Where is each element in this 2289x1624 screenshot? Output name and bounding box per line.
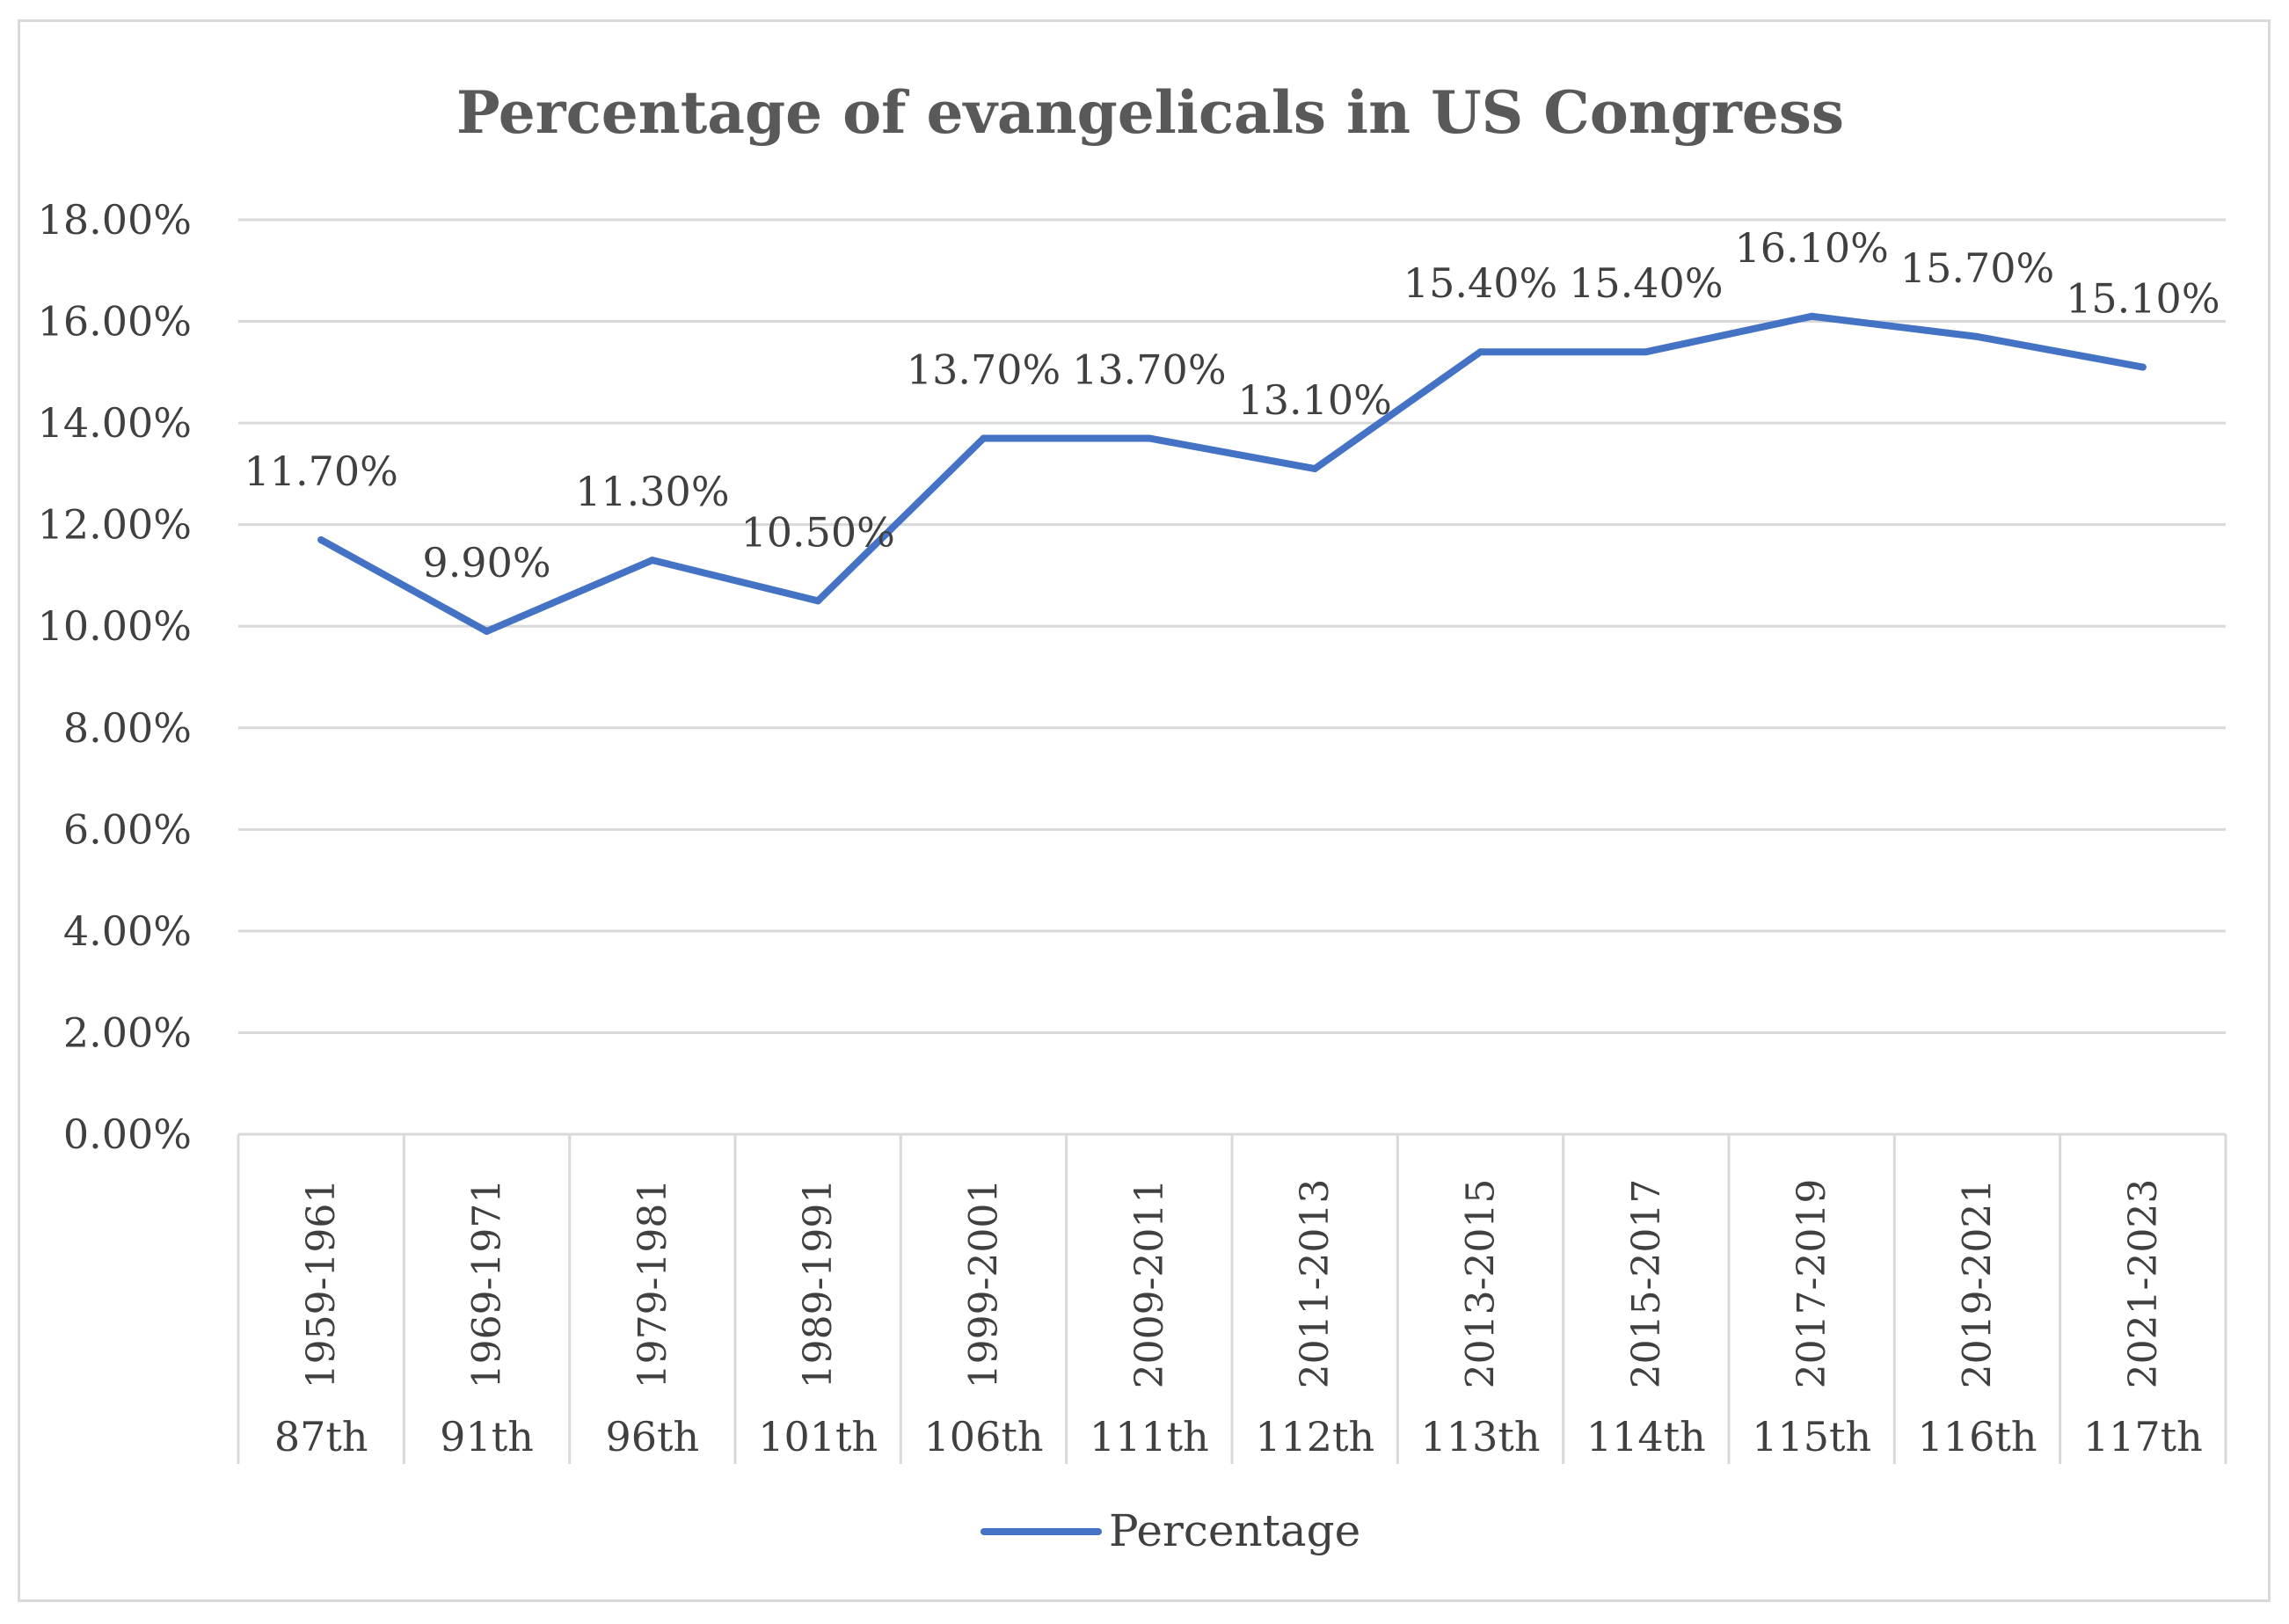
data-label: 11.70% — [244, 448, 397, 495]
x-tick-label-congress: 91th — [440, 1413, 534, 1460]
data-label: 15.10% — [2066, 275, 2220, 323]
x-tick-label-years: 1969-1971 — [465, 1179, 510, 1389]
x-axis: 1959-1961 87th 1969-1971 91th 1979-1981 96th 1… — [237, 1134, 2227, 1464]
y-tick-label: 2.00% — [63, 1009, 192, 1056]
y-tick-label: 4.00% — [63, 907, 192, 955]
x-tick-label-congress: 117th — [2083, 1413, 2203, 1460]
y-tick-label: 0.00% — [63, 1111, 192, 1158]
series-line-percentage — [317, 312, 2147, 635]
y-tick-label: 6.00% — [63, 805, 192, 853]
x-tick-label-congress: 116th — [1918, 1413, 2038, 1460]
line-chart: Percentage of evangelicals in US Congres… — [38, 78, 2227, 1556]
data-point — [814, 597, 822, 605]
data-label: 15.40% — [1403, 259, 1557, 307]
x-tick-label-years: 2017-2019 — [1790, 1179, 1834, 1389]
data-label: 9.90% — [422, 539, 550, 586]
y-tick-label: 16.00% — [38, 298, 192, 346]
x-tick-label-congress: 101th — [758, 1413, 878, 1460]
legend-label: Percentage — [1109, 1505, 1360, 1556]
y-tick-label: 8.00% — [63, 704, 192, 752]
data-point — [483, 628, 491, 635]
x-tick-label-years: 2013-2015 — [1459, 1179, 1504, 1389]
y-tick-label: 12.00% — [38, 501, 192, 549]
chart-title: Percentage of evangelicals in US Congres… — [456, 78, 1844, 147]
x-tick-label-congress: 111th — [1090, 1413, 1209, 1460]
gridlines — [238, 218, 2226, 1136]
legend: Percentage — [980, 1505, 1360, 1556]
x-tick-label-congress: 96th — [606, 1413, 700, 1460]
data-label: 15.40% — [1569, 259, 1723, 307]
data-point — [648, 557, 656, 564]
data-point — [1642, 348, 1650, 356]
series-percentage — [317, 312, 2147, 635]
x-tick-label-years: 1989-1991 — [796, 1179, 841, 1389]
x-tick-label-years: 2009-2011 — [1127, 1179, 1172, 1389]
x-tick-label-years: 2011-2013 — [1293, 1179, 1338, 1389]
x-tick-label-congress: 115th — [1752, 1413, 1871, 1460]
x-tick-label-years: 2015-2017 — [1624, 1179, 1669, 1389]
y-tick-label: 18.00% — [38, 196, 192, 244]
data-point — [1145, 434, 1153, 442]
x-tick-label-congress: 113th — [1421, 1413, 1541, 1460]
data-point — [317, 536, 325, 543]
data-labels: 11.70%9.90%11.30%10.50%13.70% 13.70%13.10… — [244, 224, 2220, 586]
x-tick-label-years: 1999-2001 — [962, 1179, 1007, 1389]
data-point — [1476, 348, 1484, 356]
data-label: 10.50% — [740, 508, 894, 556]
x-tick-label-years: 2019-2021 — [1956, 1179, 2001, 1389]
data-point — [1808, 312, 1816, 320]
data-point — [980, 434, 988, 442]
x-tick-label-congress: 106th — [924, 1413, 1044, 1460]
x-tick-label-congress: 87th — [274, 1413, 368, 1460]
y-tick-label: 14.00% — [38, 399, 192, 447]
chart-container: Percentage of evangelicals in US Congres… — [18, 19, 2271, 1602]
x-tick-label-years: 2021-2023 — [2121, 1179, 2166, 1389]
y-tick-label: 10.00% — [38, 602, 192, 650]
data-label: 16.10% — [1734, 224, 1888, 272]
x-tick-label-congress: 114th — [1586, 1413, 1706, 1460]
data-point — [1311, 465, 1319, 473]
data-label: 13.70% — [1072, 346, 1226, 393]
x-tick-label-years: 1959-1961 — [299, 1179, 344, 1389]
data-label: 13.70% — [907, 346, 1061, 393]
data-label: 11.30% — [575, 468, 729, 515]
x-tick-label-congress: 112th — [1255, 1413, 1374, 1460]
data-label: 13.10% — [1237, 376, 1391, 424]
x-tick-label-years: 1979-1981 — [631, 1179, 675, 1389]
data-label: 15.70% — [1900, 244, 2054, 292]
data-point — [2139, 363, 2147, 371]
data-point — [1973, 332, 1981, 340]
y-axis-tick-labels: 0.00% 2.00% 4.00% 6.00% 8.00% 10.00% 12.00% 14.… — [38, 196, 192, 1158]
